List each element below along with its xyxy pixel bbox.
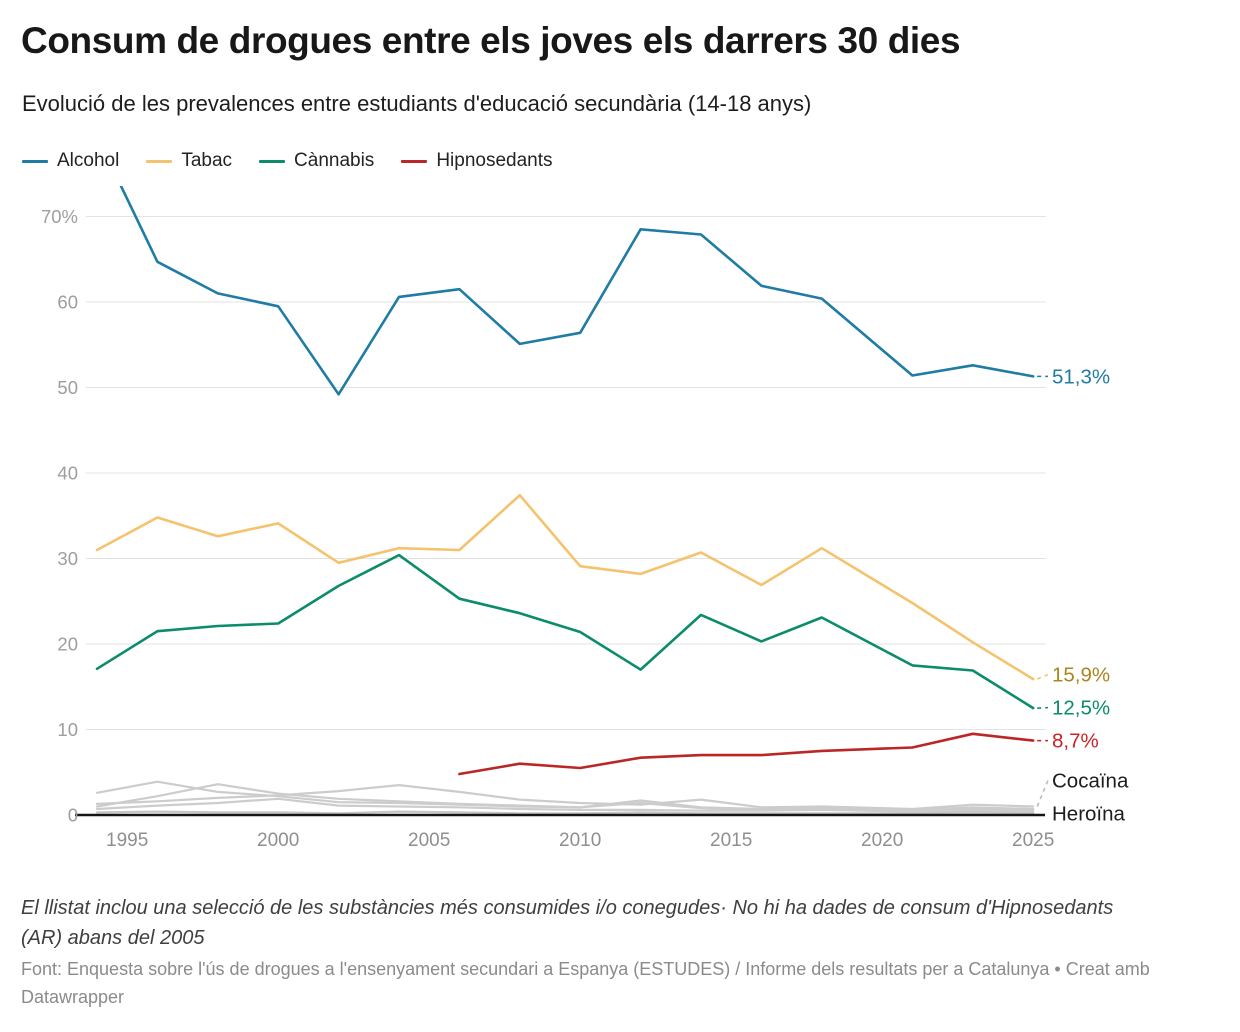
legend: Alcohol Tabac Cànnabis Hipnosedants (22, 150, 553, 172)
y-tick-label: 20 (57, 634, 78, 655)
series-line-heroïna (95, 810, 1035, 815)
series-line-alcohol (119, 186, 1035, 396)
line-chart: 0 10 20 30 40 50 60 70% 1995 2000 2005 2010 2015 2020… (41, 186, 1129, 851)
series-line-hipnosedants (458, 732, 1035, 776)
end-label: 12,5% (1052, 697, 1110, 720)
x-tick-label: 2010 (559, 830, 601, 851)
legend-item: Hipnosedants (401, 150, 553, 172)
datawrapper-attribution-link[interactable]: Creat amb Datawrapper (21, 959, 1150, 1007)
y-tick-label: 70% (41, 206, 78, 227)
end-label: 15,9% (1052, 664, 1110, 687)
chart-source: Font: Enquesta sobre l'ús de drogues a l… (21, 956, 1161, 1012)
label-connector (1036, 779, 1049, 807)
legend-label: Alcohol (57, 150, 120, 171)
y-tick-label: 40 (57, 463, 78, 484)
label-connector (1037, 706, 1049, 709)
legend-swatch (22, 159, 48, 163)
x-tick-label: 1995 (106, 830, 148, 851)
end-label: Heroïna (1052, 802, 1126, 825)
legend-item: Alcohol (22, 150, 119, 172)
x-tick-label: 2005 (408, 830, 450, 851)
end-label: 8,7% (1052, 730, 1099, 753)
legend-label: Tabac (181, 150, 233, 171)
series-line-cànnabis (95, 553, 1035, 710)
end-label: Cocaïna (1052, 769, 1129, 792)
x-tick-label: 2020 (861, 830, 903, 851)
legend-item: Cànnabis (259, 150, 374, 172)
chart-title: Consum de drogues entre els joves els da… (21, 20, 961, 61)
legend-item: Tabac (146, 150, 232, 172)
chart-footnote: El llistat inclou una selecció de les su… (21, 897, 1114, 949)
legend-label: Hipnosedants (436, 150, 553, 171)
label-connector (1036, 673, 1049, 680)
y-tick-label: 30 (57, 548, 78, 569)
y-tick-label: 0 (68, 805, 78, 826)
y-tick-label: 50 (57, 377, 78, 398)
series-line-gray (95, 783, 1035, 812)
legend-label: Cànnabis (294, 150, 375, 171)
end-label: 51,3% (1052, 365, 1110, 388)
y-tick-label: 10 (57, 719, 78, 740)
x-tick-label: 2015 (710, 830, 752, 851)
y-tick-label: 60 (57, 292, 78, 313)
chart-subtitle: Evolució de les prevalences entre estudi… (22, 91, 812, 116)
series-line-cocaïna (95, 783, 1035, 811)
legend-swatch (259, 159, 286, 163)
x-tick-label: 2025 (1012, 830, 1054, 851)
series-line-tabac (95, 493, 1035, 681)
series-line-gray (95, 797, 1035, 813)
source-text: Font: Enquesta sobre l'ús de drogues a l… (21, 959, 1066, 979)
legend-swatch (401, 159, 428, 163)
legend-swatch (146, 159, 173, 163)
x-tick-label: 2000 (257, 830, 299, 851)
